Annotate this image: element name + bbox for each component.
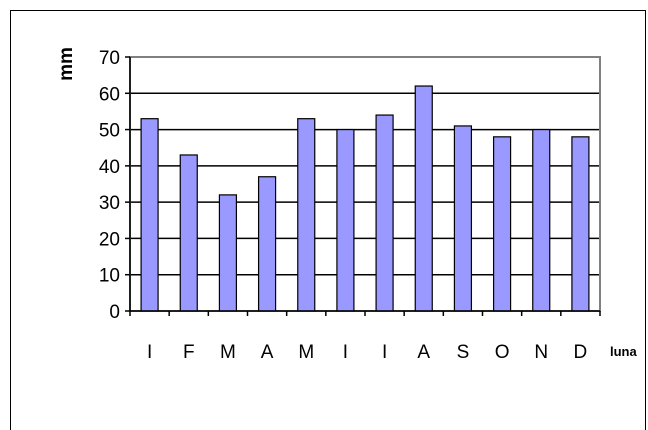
- x-tick-label: M: [220, 342, 236, 363]
- gridlines: [130, 92, 600, 276]
- y-axis-title: mm: [56, 47, 77, 81]
- bar: [297, 118, 316, 312]
- bar: [414, 85, 433, 312]
- axes: [125, 56, 601, 316]
- x-tick-label: I: [147, 342, 152, 363]
- plot-area-border: [129, 56, 601, 312]
- y-tick-label: 60: [99, 84, 120, 105]
- y-tick-labels: 0 10 20 30 40 50 60 70: [99, 48, 120, 323]
- y-tick-label: 10: [99, 266, 120, 287]
- x-tick-label: D: [574, 342, 588, 363]
- x-tick-label: I: [382, 342, 387, 363]
- bar: [571, 136, 590, 312]
- x-tick-label: N: [534, 342, 548, 363]
- bar: [375, 114, 394, 312]
- x-tick-label: M: [298, 342, 314, 363]
- chart-frame: [10, 10, 646, 430]
- bar: [257, 176, 277, 312]
- x-tick-label: F: [183, 342, 195, 363]
- bar: [532, 128, 551, 312]
- x-tick-label: A: [417, 342, 430, 363]
- bar: [336, 128, 355, 312]
- y-tick-label: 40: [99, 157, 120, 178]
- bar: [140, 118, 159, 312]
- x-tick-label: I: [343, 342, 348, 363]
- bar: [453, 125, 473, 312]
- x-tick-label: A: [261, 342, 274, 363]
- y-tick-label: 30: [99, 193, 120, 214]
- x-tick-label: S: [457, 342, 470, 363]
- x-axis-title: luna: [610, 344, 637, 359]
- bars: [140, 85, 590, 312]
- bar: [179, 154, 198, 312]
- bar: [492, 136, 512, 312]
- bar: [218, 194, 238, 312]
- y-tick-label: 50: [99, 121, 120, 142]
- y-tick-label: 70: [99, 48, 120, 69]
- y-tick-label: 20: [99, 229, 120, 250]
- bar-chart: 0 10 20 30 40 50 60 70 I F M A M I I A S O N D mm luna: [56, 47, 637, 363]
- y-tick-label: 0: [109, 302, 120, 323]
- x-tick-label: O: [495, 342, 510, 363]
